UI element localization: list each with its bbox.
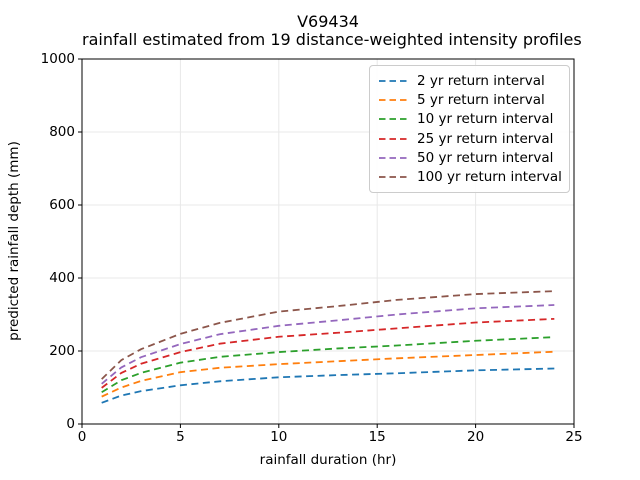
legend-label: 50 yr return interval: [417, 149, 554, 166]
x-tick-label-25: 25: [565, 429, 583, 445]
data-curves: [101, 290, 555, 404]
legend-label: 2 yr return interval: [417, 72, 545, 89]
legend-line-sample: [379, 79, 408, 82]
x-axis-label: rainfall duration (hr): [259, 452, 397, 468]
x-tick-label-15: 15: [368, 429, 386, 445]
series-line-25yr: [101, 317, 555, 389]
legend-item: 100 yr return interval: [379, 168, 562, 187]
y-tick-label-800: 800: [49, 124, 75, 140]
legend-line-sample: [379, 118, 408, 121]
y-tick-label-600: 600: [49, 197, 75, 213]
chart-subtitle: rainfall estimated from 19 distance-weig…: [82, 30, 582, 49]
legend-item: 25 yr return interval: [379, 129, 561, 148]
legend-line-sample: [379, 157, 408, 159]
series-line-50yr: [101, 304, 555, 385]
x-tick-label-5: 5: [176, 429, 185, 445]
legend: 2 yr return interval 5 yr return interval…: [369, 65, 570, 193]
series-line-10yr: [101, 336, 555, 394]
y-tick-label-200: 200: [49, 343, 75, 359]
legend-label: 25 yr return interval: [417, 130, 554, 147]
y-tick-label-400: 400: [49, 270, 75, 286]
legend-item: 50 yr return interval: [379, 148, 561, 167]
chart-title: V69434: [297, 12, 359, 31]
legend-line-sample: [379, 99, 408, 101]
legend-item: 5 yr return interval: [379, 90, 561, 109]
y-tick-label-0: 0: [66, 416, 75, 432]
series-line-2yr: [101, 367, 555, 404]
axes-frame: [81, 58, 575, 425]
legend-line-sample: [379, 137, 408, 140]
legend-line-sample: [379, 176, 408, 179]
legend-label: 5 yr return interval: [417, 91, 545, 108]
x-tick-label-20: 20: [467, 429, 485, 445]
axis-ticks: [78, 58, 575, 428]
legend-label: 100 yr return interval: [417, 169, 562, 186]
series-line-5yr: [101, 350, 555, 398]
legend-item: 2 yr return interval: [379, 71, 561, 90]
x-tick-label-0: 0: [77, 429, 87, 445]
legend-label: 10 yr return interval: [417, 111, 554, 128]
series-line-100yr: [101, 290, 555, 380]
legend-item: 10 yr return interval: [379, 110, 561, 129]
y-axis-label: predicted rainfall depth (mm): [6, 141, 22, 341]
y-tick-label-1000: 1000: [40, 51, 75, 67]
x-tick-label-10: 10: [270, 429, 288, 445]
